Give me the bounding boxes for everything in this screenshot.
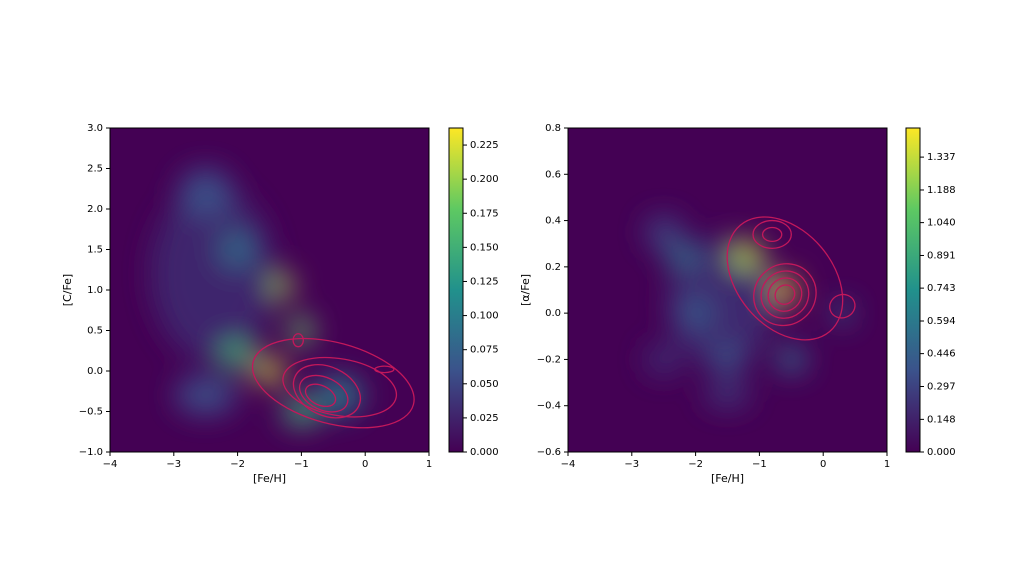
density-peak [254,358,285,384]
density-peak [316,375,363,415]
y-tick-label: 1.5 [87,245,103,256]
x-tick-label: 1 [884,459,890,470]
contour [298,374,349,413]
contour [760,270,810,319]
density-peak [704,380,751,409]
y-axis-label: [C/Fe] [61,274,74,306]
contour [282,356,398,418]
y-tick-label: 0.5 [87,326,103,337]
density-peak [644,342,683,377]
y-tick-label: 0.0 [87,366,103,377]
axes-frame [567,127,888,453]
colorbar-tick-label: 0.050 [470,379,499,390]
contour [251,337,415,429]
contour [374,365,395,374]
density-peak [729,241,764,270]
x-tick-label: 0 [820,459,826,470]
colorbar-tick-label: 0.025 [470,413,499,424]
density-peak [644,215,683,249]
colorbar-tick-label: 0.297 [927,381,956,392]
y-tick-label: 0.8 [545,123,561,134]
y-tick-label: 2.5 [87,164,103,175]
density-peak [178,168,233,218]
colorbar-tick-label: 1.040 [927,218,956,229]
y-tick-label: 0.6 [545,169,561,180]
contour [752,219,792,249]
density [644,215,852,409]
y-tick-label: 0.4 [545,216,561,227]
y-tick-label: −0.2 [537,354,561,365]
density-peak [667,239,775,365]
contour [292,364,361,419]
colorbar-tick-label: 0.000 [470,447,499,458]
colorbar-tick-label: 0.148 [927,414,956,425]
contour [726,216,844,341]
plot-area [568,128,887,452]
density-peak [270,273,294,299]
y-tick-label: −0.6 [537,447,561,458]
y-axis-label: [α/Fe] [519,274,532,306]
colorbar-tick-label: 0.225 [470,140,499,151]
colorbar-tick-label: 0.150 [470,242,499,253]
x-tick-label: −3 [166,459,181,470]
contour [292,333,304,348]
density-peak [150,186,274,362]
x-tick-label: 0 [362,459,368,470]
colorbar-tick-label: 0.125 [470,276,499,287]
density-peak [663,241,702,270]
contour [767,277,803,312]
y-tick-label: 2.0 [87,204,103,215]
colorbar-tick-label: 0.200 [470,174,499,185]
density-peak [218,230,257,269]
density-peak [708,345,747,374]
x-tick-label: −2 [688,459,703,470]
density [150,168,363,427]
colorbar-tick-label: 0.891 [927,250,956,261]
contour [761,226,783,243]
density-peak [175,375,237,415]
colorbar [448,127,464,453]
contour [304,383,337,408]
plot-area [110,128,429,452]
y-tick-label: 3.0 [87,123,103,134]
x-tick-label: −4 [561,459,576,470]
density-peak [218,340,257,370]
x-axis-label: [Fe/H] [253,472,286,485]
x-tick-label: −3 [624,459,639,470]
colorbar-tick-label: 0.075 [470,345,499,356]
contour [774,284,796,305]
colorbar-tick-label: 1.337 [927,152,956,163]
y-tick-label: −0.4 [537,401,561,412]
y-tick-label: 0.2 [545,262,561,273]
colorbar [905,127,921,453]
colorbar-tick-label: 1.188 [927,185,956,196]
density-peak [773,276,797,304]
x-tick-label: −4 [103,459,118,470]
colorbar-tick-label: 0.743 [927,283,956,294]
density-peak [775,345,807,374]
density-peak [832,302,852,325]
x-axis-label: [Fe/H] [711,472,744,485]
density-peak [676,296,715,330]
colorbar-tick-label: 0.100 [470,311,499,322]
x-tick-label: −1 [294,459,309,470]
y-tick-label: −0.5 [79,407,103,418]
y-tick-label: −1.0 [79,447,103,458]
colorbar-tick-label: 0.000 [927,447,956,458]
y-tick-label: 0.0 [545,308,561,319]
colorbar-tick-label: 0.594 [927,316,956,327]
contour [753,263,817,327]
colorbar-tick-label: 0.446 [927,349,956,360]
x-tick-label: −1 [752,459,767,470]
x-tick-label: 1 [426,459,432,470]
x-tick-label: −2 [230,459,245,470]
contour [829,293,856,319]
colorbar-tick-label: 0.175 [470,208,499,219]
y-tick-label: 1.0 [87,285,103,296]
